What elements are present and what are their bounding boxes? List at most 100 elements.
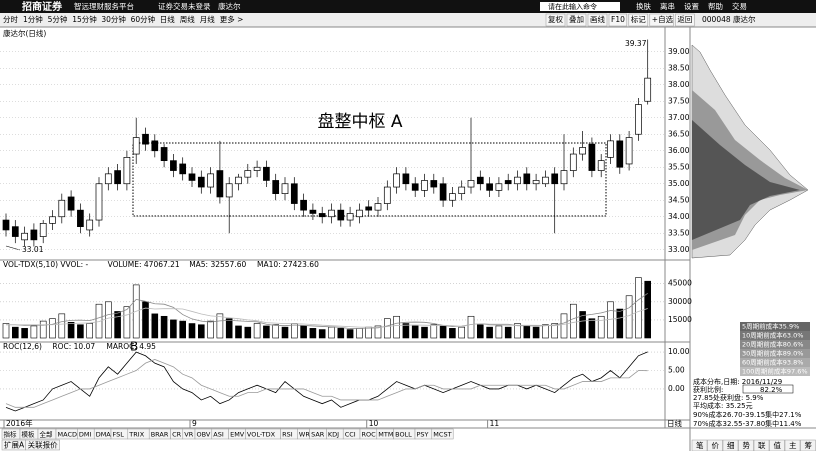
volume-bar <box>411 325 419 339</box>
candle-body <box>374 203 382 211</box>
period-button[interactable]: 30分钟 <box>101 14 126 24</box>
indicator-tab-label: KDJ <box>328 431 339 439</box>
cost-tag[interactable] <box>740 358 810 367</box>
candle-body <box>235 176 242 185</box>
volume-bar <box>374 325 382 339</box>
high-label: 39.37 <box>625 39 647 48</box>
period-button[interactable]: 更多 > <box>220 14 244 24</box>
tool-tab-label: 细 <box>727 440 735 450</box>
extra-tab[interactable] <box>25 439 60 451</box>
cost-tag[interactable] <box>740 340 810 349</box>
legend-text: ROC: 10.07 <box>52 342 95 351</box>
legend-text: MA10: 27423.60 <box>257 260 319 269</box>
cost-tag[interactable] <box>740 331 810 340</box>
tool-button[interactable] <box>675 13 695 27</box>
command-placeholder: 请在此输入命令 <box>548 2 597 11</box>
candle-body <box>579 147 586 155</box>
legend-text: VOLUME: 47067.21 <box>108 260 180 269</box>
y-tick-label: 10.00 <box>668 347 690 356</box>
menu-item[interactable]: 离串 <box>660 1 675 11</box>
cost-tag[interactable] <box>740 367 810 376</box>
volume-bar <box>635 277 642 339</box>
cost-tag-label: 100周期前成本97.6% <box>742 367 808 376</box>
period-button[interactable]: 5分钟 <box>48 14 68 24</box>
indicator-tab-label: PSY <box>417 431 429 439</box>
cost-tag[interactable] <box>740 322 810 331</box>
candle-body <box>625 137 633 165</box>
command-input[interactable] <box>540 2 620 11</box>
candle-body <box>160 147 168 161</box>
menu-item[interactable]: 设置 <box>684 1 699 11</box>
volume-bar <box>337 328 345 339</box>
cost-tag[interactable] <box>740 349 810 358</box>
y-tick-label: 35.00 <box>668 179 690 188</box>
volume-bar <box>486 326 493 339</box>
candle-body <box>197 176 205 188</box>
legend-text: VOL-TDX(5,10) VVOL: - <box>3 260 89 269</box>
tool-button-label: 标记 <box>631 14 646 24</box>
volume-bar <box>542 324 549 339</box>
indicator-tab[interactable] <box>431 428 454 440</box>
tool-tab-label: 联 <box>758 441 766 450</box>
tool-tab-label: 势 <box>743 440 751 450</box>
candle-body <box>95 183 103 221</box>
candle-body <box>430 180 438 188</box>
candle-body <box>504 180 512 185</box>
volume-bar <box>476 324 484 339</box>
indicator-tab-label: 模板 <box>22 430 36 439</box>
tool-button[interactable] <box>587 13 608 27</box>
indicator-tab-label: WR <box>299 431 310 439</box>
tool-button-label: F10 <box>611 15 625 24</box>
volume-bar <box>216 313 224 339</box>
volume-bar <box>579 311 586 339</box>
menu-item[interactable]: 帮助 <box>708 1 723 11</box>
candle-body <box>225 183 233 198</box>
volume-bar <box>114 311 121 339</box>
period-button[interactable]: 1分钟 <box>23 14 43 24</box>
x-tick-label: 2016年 <box>6 418 33 428</box>
login-status[interactable]: 证券交易未登录 <box>158 1 211 11</box>
indicator-tab-label: MACD <box>58 431 77 439</box>
indicator-tab-label: OBV <box>197 431 211 439</box>
period-button[interactable]: 日线 <box>160 14 175 24</box>
tool-button[interactable] <box>545 13 566 27</box>
pointer <box>5 245 21 251</box>
tool-button[interactable] <box>608 13 628 27</box>
cost-info: 获利比例: <box>693 385 723 394</box>
volume-bar <box>309 328 317 339</box>
y-tick-label: 33.00 <box>668 245 690 254</box>
period-button[interactable]: 60分钟 <box>131 14 156 24</box>
candle-body <box>77 209 84 227</box>
line <box>6 307 648 328</box>
candle-body <box>207 173 214 188</box>
menu-item[interactable]: 交易 <box>732 1 747 11</box>
stock-name: 康达尔 <box>218 1 241 11</box>
volume-bar <box>142 301 149 339</box>
y-tick-label: 34.50 <box>668 195 690 204</box>
menu-item[interactable]: 换肤 <box>636 1 651 11</box>
indicator-tab-label: VOL-TDX <box>247 431 276 439</box>
x-tick-label: 9 <box>192 419 197 428</box>
candle-body <box>337 209 345 221</box>
volume-bar <box>86 323 93 339</box>
period-button[interactable]: 周线 <box>180 14 195 24</box>
tool-button[interactable] <box>649 13 674 27</box>
candle-body <box>588 143 596 171</box>
candle-body <box>495 183 503 191</box>
tool-button[interactable] <box>566 13 587 27</box>
indicator-tab-label: BOLL <box>395 431 412 439</box>
volume-bar <box>328 326 335 339</box>
y-tick-label: 0.00 <box>668 384 685 393</box>
volume-bar <box>188 323 196 339</box>
period-button[interactable]: 分时 <box>3 14 18 24</box>
indicator-tab-label: MTM <box>378 431 393 439</box>
period-button[interactable]: 月线 <box>200 14 215 24</box>
volume-bar <box>495 325 503 339</box>
volume-bar <box>58 313 66 339</box>
volume-bar <box>551 323 559 339</box>
volume-bar <box>123 306 131 339</box>
period-button[interactable]: 15分钟 <box>72 14 97 24</box>
tool-button[interactable] <box>628 13 649 27</box>
cost-info: 90%成本26.70-39.15集中27.1% <box>693 410 802 419</box>
